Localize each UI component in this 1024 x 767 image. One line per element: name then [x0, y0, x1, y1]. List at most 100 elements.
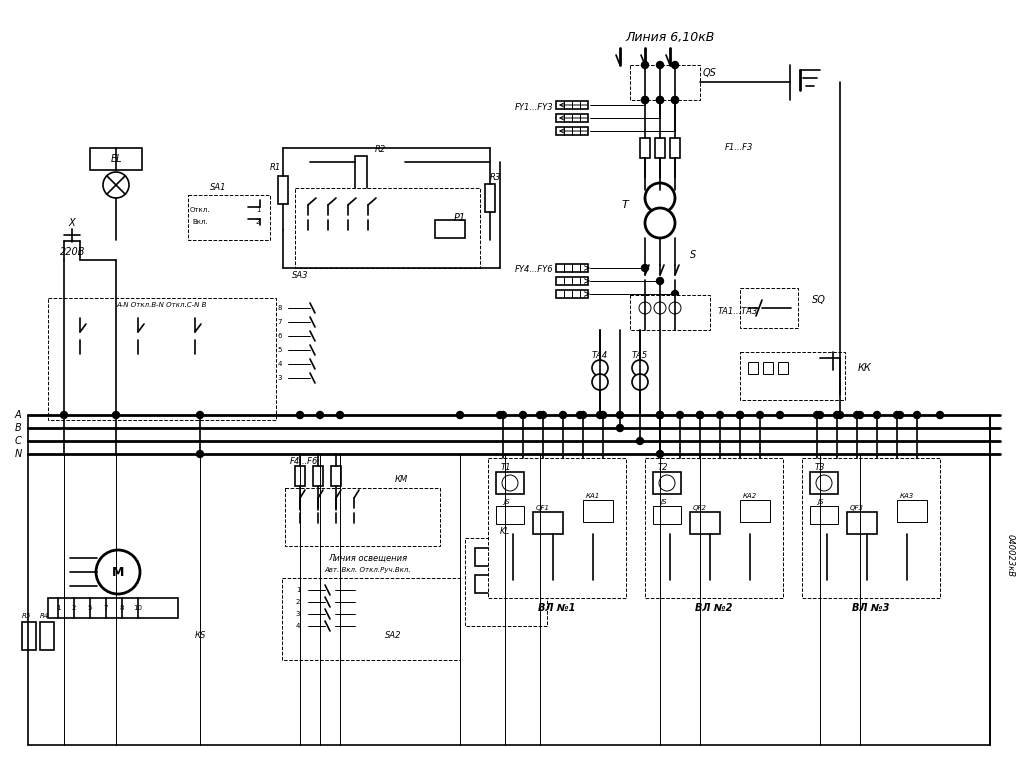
Text: R4: R4 [40, 613, 49, 619]
Text: 3: 3 [278, 375, 283, 381]
Circle shape [592, 374, 608, 390]
Bar [653, 472, 681, 494]
Text: JS: JS [503, 499, 509, 505]
Circle shape [672, 291, 679, 298]
Text: 4: 4 [278, 361, 283, 367]
Text: Линия освещения: Линия освещения [329, 554, 408, 562]
Circle shape [559, 412, 566, 419]
Circle shape [502, 475, 518, 491]
Circle shape [736, 412, 743, 419]
Bar [556, 114, 588, 122]
Circle shape [641, 265, 648, 272]
Bar [278, 176, 288, 204]
Circle shape [656, 412, 664, 419]
Circle shape [816, 412, 823, 419]
Text: ВЛ №1: ВЛ №1 [539, 603, 575, 613]
Bar [810, 472, 838, 494]
Bar [847, 512, 877, 534]
Circle shape [656, 412, 664, 419]
Bar [778, 362, 788, 374]
Bar [282, 578, 460, 660]
Circle shape [497, 412, 504, 419]
Text: SA3: SA3 [292, 271, 308, 279]
Circle shape [592, 360, 608, 376]
Bar [475, 548, 500, 566]
Text: N: N [14, 449, 22, 459]
Bar [465, 538, 547, 626]
Circle shape [656, 97, 664, 104]
Text: X: X [69, 218, 76, 228]
Text: КА2: КА2 [742, 493, 757, 499]
Circle shape [577, 412, 584, 419]
Circle shape [776, 412, 783, 419]
Circle shape [654, 302, 666, 314]
Bar [630, 65, 700, 100]
Circle shape [834, 412, 841, 419]
Text: R5: R5 [22, 613, 32, 619]
Text: 1: 1 [55, 605, 60, 611]
Circle shape [677, 412, 683, 419]
Bar [670, 138, 680, 158]
Circle shape [816, 475, 831, 491]
Text: ТА1...ТА3: ТА1...ТА3 [718, 308, 759, 317]
Text: Откл.: Откл. [189, 207, 210, 213]
Bar [556, 127, 588, 135]
Bar [331, 466, 341, 486]
Text: FY4...FY6: FY4...FY6 [514, 265, 553, 275]
Bar [90, 148, 142, 170]
Bar [48, 598, 178, 618]
Circle shape [297, 412, 303, 419]
Circle shape [757, 412, 764, 419]
Bar [313, 466, 323, 486]
Circle shape [639, 302, 651, 314]
Text: QF3: QF3 [850, 505, 864, 511]
Circle shape [197, 412, 204, 419]
Circle shape [656, 450, 664, 457]
Circle shape [197, 450, 204, 457]
Text: КS: КS [195, 630, 206, 640]
Text: QF2: QF2 [693, 505, 707, 511]
Circle shape [873, 412, 881, 419]
Text: B: B [14, 423, 22, 433]
Circle shape [837, 412, 844, 419]
Circle shape [853, 412, 860, 419]
Circle shape [60, 412, 68, 419]
Text: 1: 1 [256, 207, 260, 213]
Circle shape [113, 412, 120, 419]
Bar [534, 512, 563, 534]
Text: F1...F3: F1...F3 [725, 143, 754, 153]
Bar [653, 506, 681, 524]
Text: ВЛ №3: ВЛ №3 [852, 603, 890, 613]
Text: 2: 2 [296, 599, 300, 605]
Circle shape [913, 412, 921, 419]
Bar [488, 458, 626, 598]
Circle shape [641, 97, 648, 104]
Text: JS: JS [817, 499, 823, 505]
Circle shape [669, 302, 681, 314]
Text: А-N Откл.В-N Откл.С-N В: А-N Откл.В-N Откл.С-N В [117, 302, 207, 308]
Bar [740, 288, 798, 328]
Circle shape [457, 412, 464, 419]
Bar [295, 466, 305, 486]
Text: F4...F6: F4...F6 [290, 457, 318, 466]
Text: КМ: КМ [395, 476, 409, 485]
Text: R3: R3 [489, 173, 501, 183]
Text: QF1: QF1 [536, 505, 550, 511]
Circle shape [656, 97, 664, 104]
Circle shape [641, 97, 648, 104]
Bar [40, 622, 54, 650]
Bar [655, 138, 665, 158]
Circle shape [637, 437, 643, 445]
Circle shape [599, 412, 606, 419]
Text: 8: 8 [278, 305, 283, 311]
Circle shape [894, 412, 900, 419]
Bar [897, 500, 927, 522]
Circle shape [537, 412, 544, 419]
Text: 1: 1 [296, 587, 300, 593]
Text: 040023кВ: 040023кВ [1006, 534, 1015, 577]
Circle shape [519, 412, 526, 419]
Circle shape [696, 412, 703, 419]
Text: R1: R1 [269, 163, 281, 173]
Circle shape [645, 208, 675, 238]
Bar [556, 101, 588, 109]
